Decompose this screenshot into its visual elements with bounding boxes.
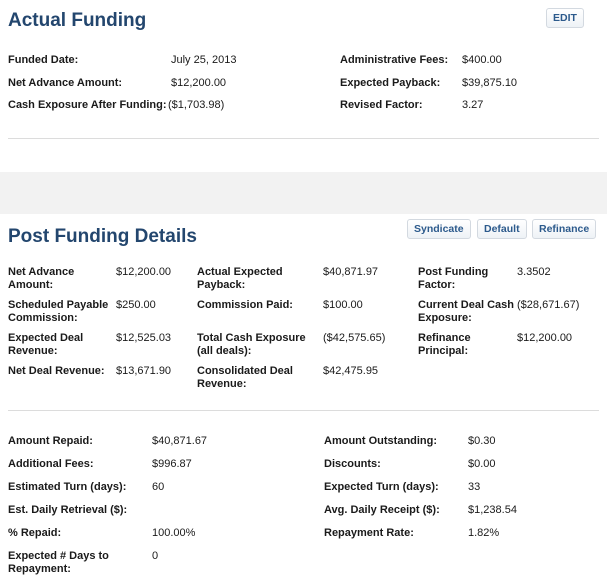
divider: [8, 410, 599, 411]
expected-revenue-value: $12,525.03: [116, 332, 172, 344]
estimated-turn-label: Estimated Turn (days):: [8, 481, 127, 493]
actual-payback-value: $40,871.97: [323, 266, 379, 278]
divider: [8, 138, 599, 139]
refinance-button[interactable]: Refinance: [532, 219, 597, 239]
actual-payback-label: Actual Expected Payback:: [197, 266, 283, 291]
actual-funding-panel: Actual Funding EDIT Funded Date: July 25…: [0, 0, 607, 172]
admin-fees-value: $400.00: [462, 54, 502, 66]
daily-receipt-value: $1,238.54: [468, 504, 517, 516]
actual-funding-title: Actual Funding: [8, 10, 147, 31]
net-revenue-label: Net Deal Revenue:: [8, 365, 105, 377]
additional-fees-label: Additional Fees:: [8, 458, 94, 470]
revised-factor-value: 3.27: [462, 99, 484, 111]
expected-payback-label: Expected Payback:: [340, 77, 441, 89]
consolidated-revenue-value: $42,475.95: [323, 365, 379, 377]
default-button[interactable]: Default: [477, 219, 527, 239]
expected-turn-value: 33: [468, 481, 481, 493]
edit-button[interactable]: EDIT: [546, 8, 584, 28]
refinance-principal-label: Refinance Principal:: [418, 332, 471, 357]
pf-net-advance-label: Net Advance Amount:: [8, 266, 75, 291]
post-funding-panel: Post Funding Details Syndicate Default R…: [0, 214, 607, 581]
consolidated-revenue-label: Consolidated Deal Revenue:: [197, 365, 293, 390]
funded-date-label: Funded Date:: [8, 54, 79, 66]
net-advance-label: Net Advance Amount:: [8, 77, 123, 89]
amount-repaid-value: $40,871.67: [152, 435, 208, 447]
current-exposure-value: ($28,671.67): [517, 299, 580, 311]
expected-payback-value: $39,875.10: [462, 77, 518, 89]
revised-factor-label: Revised Factor:: [340, 99, 423, 111]
funded-date-value: July 25, 2013: [171, 54, 237, 66]
amount-repaid-label: Amount Repaid:: [8, 435, 93, 447]
commission-paid-value: $100.00: [323, 299, 363, 311]
expected-turn-label: Expected Turn (days):: [324, 481, 439, 493]
post-factor-label: Post Funding Factor:: [418, 266, 489, 291]
total-exposure-value: ($42,575.65): [323, 332, 386, 344]
discounts-label: Discounts:: [324, 458, 381, 470]
expected-revenue-label: Expected Deal Revenue:: [8, 332, 84, 357]
estimated-turn-value: 60: [152, 481, 165, 493]
net-revenue-value: $13,671.90: [116, 365, 172, 377]
daily-receipt-label: Avg. Daily Receipt ($):: [324, 504, 440, 516]
syndicate-button[interactable]: Syndicate: [407, 219, 471, 239]
amount-outstanding-label: Amount Outstanding:: [324, 435, 438, 447]
days-to-repayment-label: Expected # Days to Repayment:: [8, 550, 109, 575]
repayment-rate-value: 1.82%: [468, 527, 500, 539]
scheduled-commission-value: $250.00: [116, 299, 156, 311]
post-factor-value: 3.3502: [517, 266, 551, 278]
pf-net-advance-value: $12,200.00: [116, 266, 172, 278]
discounts-value: $0.00: [468, 458, 496, 470]
admin-fees-label: Administrative Fees:: [340, 54, 449, 66]
scheduled-commission-label: Scheduled Payable Commission:: [8, 299, 109, 324]
total-exposure-label: Total Cash Exposure (all deals):: [197, 332, 306, 357]
percent-repaid-value: 100.00%: [152, 527, 196, 539]
current-exposure-label: Current Deal Cash Exposure:: [418, 299, 514, 324]
days-to-repayment-value: 0: [152, 550, 159, 562]
repayment-rate-label: Repayment Rate:: [324, 527, 414, 539]
refinance-principal-value: $12,200.00: [517, 332, 573, 344]
post-funding-title: Post Funding Details: [8, 226, 197, 247]
daily-retrieval-label: Est. Daily Retrieval ($):: [8, 504, 128, 516]
percent-repaid-label: % Repaid:: [8, 527, 62, 539]
net-advance-value: $12,200.00: [171, 77, 227, 89]
cash-exposure-value: ($1,703.98): [168, 99, 225, 111]
commission-paid-label: Commission Paid:: [197, 299, 293, 311]
section-separator: [0, 172, 607, 214]
amount-outstanding-value: $0.30: [468, 435, 496, 447]
cash-exposure-label: Cash Exposure After Funding:: [8, 99, 167, 111]
additional-fees-value: $996.87: [152, 458, 192, 470]
